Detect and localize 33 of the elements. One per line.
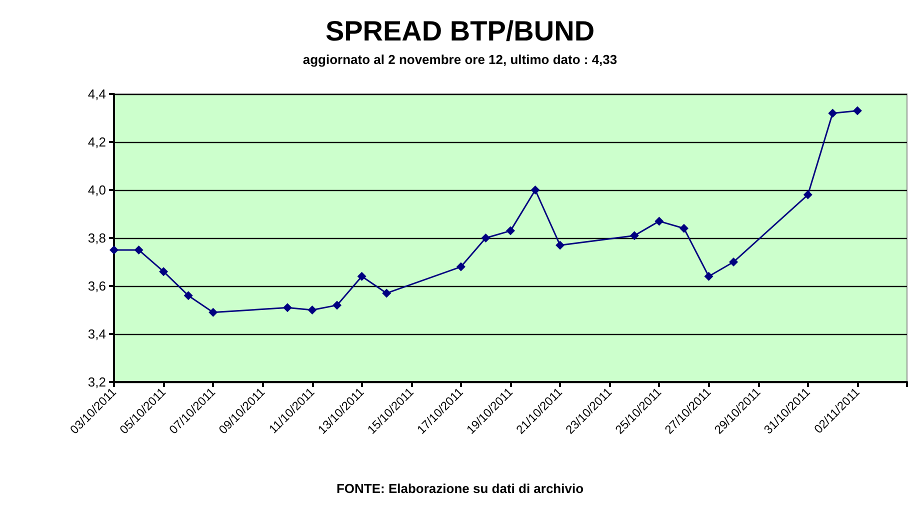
source-note: FONTE: Elaborazione su dati di archivio bbox=[336, 481, 584, 496]
point bbox=[481, 234, 490, 242]
point bbox=[803, 190, 812, 200]
point bbox=[308, 306, 317, 314]
chart-subtitle: aggiornato al 2 novembre ore 12, ultimo dato : 4,33 bbox=[302, 52, 618, 67]
y-tick-label: 4,2 bbox=[88, 134, 106, 150]
point bbox=[110, 246, 118, 254]
point bbox=[828, 108, 838, 118]
point bbox=[704, 272, 714, 281]
point bbox=[134, 246, 144, 254]
y-tick-label: 3,8 bbox=[88, 230, 106, 246]
point bbox=[382, 288, 392, 298]
point bbox=[654, 216, 664, 226]
chart-title: SPREAD BTP/BUND bbox=[325, 16, 595, 46]
point bbox=[357, 272, 366, 281]
point bbox=[630, 231, 639, 240]
point bbox=[506, 226, 515, 236]
point bbox=[159, 267, 168, 276]
point bbox=[282, 303, 292, 312]
point bbox=[456, 262, 466, 272]
point bbox=[679, 224, 688, 233]
point bbox=[208, 308, 218, 317]
y-tick-label: 4,0 bbox=[88, 182, 106, 198]
point bbox=[184, 291, 193, 300]
y-tick-label: 3,2 bbox=[88, 374, 106, 390]
y-tick-label: 3,6 bbox=[88, 278, 106, 294]
point bbox=[556, 240, 565, 250]
point bbox=[852, 106, 862, 116]
point bbox=[332, 300, 342, 310]
point bbox=[729, 258, 738, 266]
y-tick-label: 3,4 bbox=[88, 326, 106, 342]
y-tick-label: 4,4 bbox=[88, 86, 106, 102]
point bbox=[530, 186, 540, 194]
